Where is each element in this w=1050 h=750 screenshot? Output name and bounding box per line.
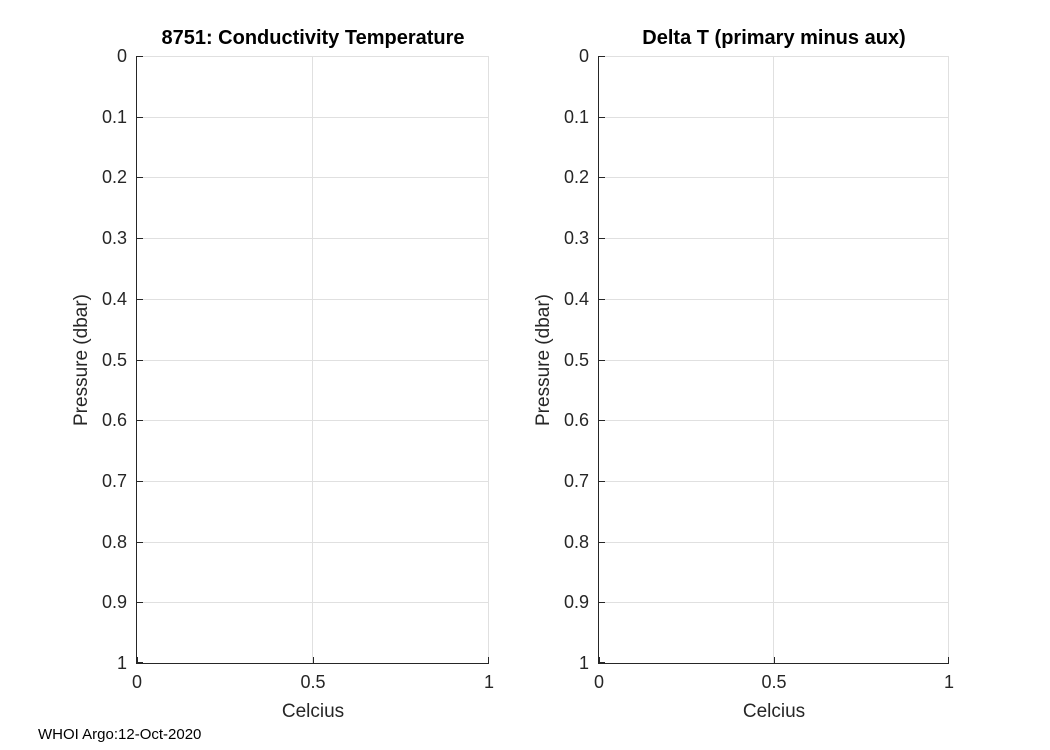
y-tick-label: 0.2 [563,167,589,188]
y-tick-label: 0.6 [101,410,127,431]
grid-line-horizontal [599,480,949,482]
y-tick-mark [599,359,605,361]
grid-line-horizontal [599,420,949,422]
grid-line-horizontal [137,541,489,543]
y-tick-label: 0.9 [563,592,589,613]
y-tick-mark [599,480,605,482]
y-tick-mark [599,238,605,240]
x-tick-mark [774,657,775,663]
y-tick-label: 0.8 [101,531,127,552]
y-tick-mark [599,662,605,663]
x-tick-mark [137,657,138,663]
y-tick-mark [137,298,143,300]
grid-line-horizontal [137,56,489,57]
y-tick-label: 1 [116,653,127,673]
y-tick-mark [599,541,605,543]
grid-line-horizontal [137,238,489,240]
x-tick-label: 1 [943,672,955,692]
grid-line-horizontal [599,602,949,604]
x-tick-mark [599,657,600,663]
right-plot-xlabel: Celcius [742,701,806,722]
y-tick-label: 0.1 [563,106,589,127]
grid-line-horizontal [599,116,949,118]
y-tick-label: 0.7 [563,470,589,491]
y-tick-mark [137,662,143,663]
grid-line-vertical [312,56,313,663]
x-tick-label: 0.5 [300,672,326,692]
grid-line-horizontal [137,480,489,482]
y-tick-mark [137,602,143,604]
left-plot-xlabel: Celcius [281,701,345,722]
x-tick-label: 0 [131,672,143,692]
x-tick-label: 1 [483,672,495,692]
y-tick-mark [599,298,605,300]
y-tick-label: 0.7 [101,470,127,491]
y-tick-mark [599,602,605,604]
grid-line-horizontal [137,116,489,118]
grid-line-vertical [773,56,774,663]
y-tick-label: 0 [116,46,127,66]
grid-line-horizontal [599,177,949,179]
y-tick-mark [137,238,143,240]
y-tick-label: 0 [578,46,589,66]
grid-line-vertical [488,56,489,663]
y-tick-label: 0.3 [101,228,127,249]
delta-t-plot: Delta T (primary minus aux) Pressure (db… [533,27,954,722]
x-tick-label: 0 [593,672,605,692]
y-tick-label: 0.8 [563,531,589,552]
y-tick-mark [599,420,605,422]
x-tick-mark [488,657,489,663]
grid-line-horizontal [137,602,489,604]
y-tick-mark [137,359,143,361]
y-tick-mark [137,420,143,422]
x-tick-label: 0.5 [761,672,787,692]
y-tick-mark [599,116,605,118]
y-tick-mark [599,177,605,179]
y-tick-mark [137,177,143,179]
y-tick-label: 0.6 [563,410,589,431]
y-tick-label: 0.3 [563,228,589,249]
grid-line-horizontal [599,238,949,240]
grid-line-horizontal [137,359,489,361]
y-tick-label: 0.2 [101,167,127,188]
y-tick-label: 0.5 [563,349,589,370]
conductivity-temperature-plot: 8751: Conductivity Temperature Pressure … [71,27,494,722]
grid-line-horizontal [599,541,949,543]
grid-line-horizontal [137,420,489,422]
y-tick-label: 0.1 [101,106,127,127]
footer-timestamp: WHOI Argo:12-Oct-2020 [38,726,202,743]
y-tick-mark [137,480,143,482]
x-tick-mark [948,657,949,663]
y-tick-label: 1 [578,653,589,673]
grid-line-vertical [948,56,949,663]
y-tick-label: 0.4 [101,288,127,309]
grid-line-horizontal [599,56,949,57]
x-tick-mark [313,657,314,663]
grid-line-horizontal [137,298,489,300]
y-tick-mark [137,56,143,57]
grid-line-horizontal [137,177,489,179]
right-plot-title: Delta T (primary minus aux) [642,27,906,49]
y-tick-label: 0.5 [101,349,127,370]
y-tick-label: 0.4 [563,288,589,309]
grid-line-horizontal [599,359,949,361]
grid-line-horizontal [599,298,949,300]
left-plot-title: 8751: Conductivity Temperature [161,27,465,49]
y-tick-mark [137,541,143,543]
y-tick-label: 0.9 [101,592,127,613]
y-tick-mark [599,56,605,57]
y-tick-mark [137,116,143,118]
